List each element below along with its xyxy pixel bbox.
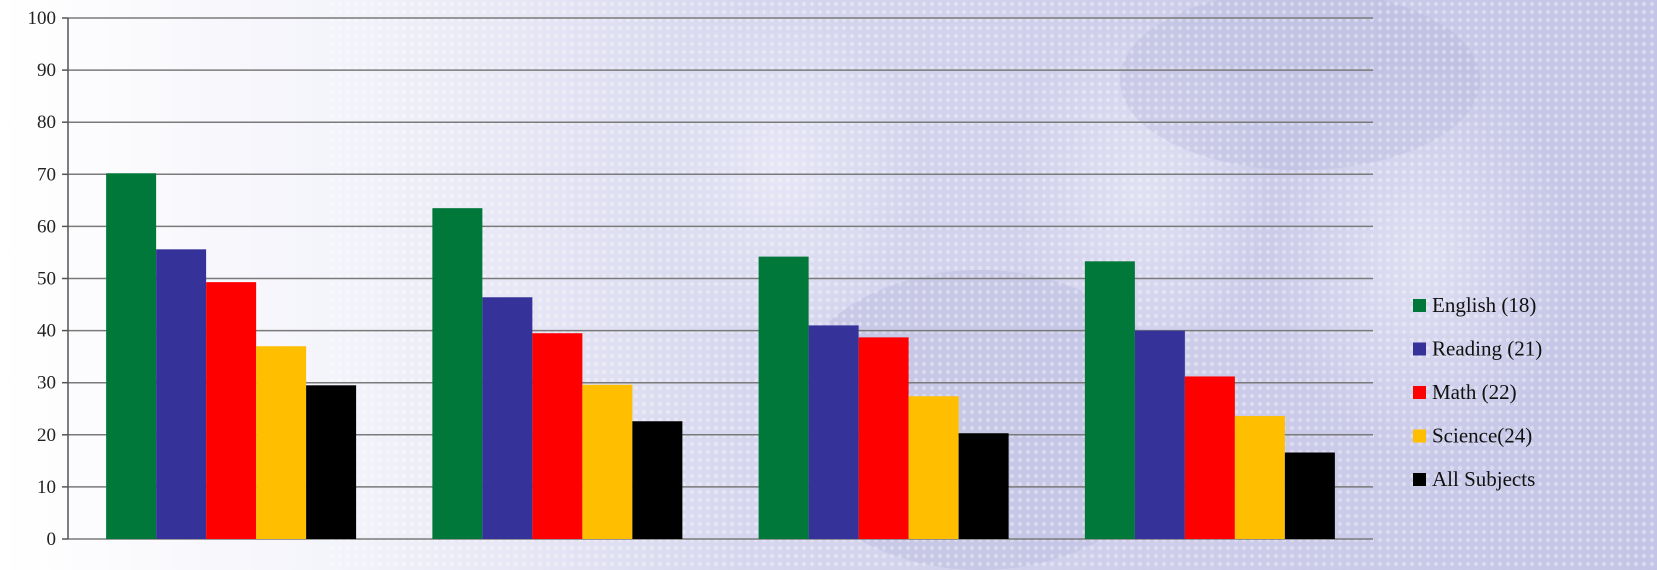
- bar-english-18-1: [106, 173, 157, 539]
- y-tick-label: 100: [28, 8, 57, 29]
- bar-all-subjects-2: [632, 421, 683, 539]
- y-tick-label: 0: [47, 529, 57, 550]
- bar-english-18-4: [1084, 261, 1135, 539]
- bar-reading-21-2: [482, 297, 533, 539]
- legend-label-science-24: Science(24): [1432, 424, 1532, 448]
- legend-swatch-reading-21: [1413, 342, 1426, 356]
- y-tick-label: 40: [37, 321, 56, 342]
- legend-label-english-18: English (18): [1432, 293, 1536, 317]
- bar-all-subjects-3: [958, 433, 1009, 539]
- legend-label-reading-21: Reading (21): [1432, 337, 1542, 361]
- y-tick-label: 50: [37, 269, 56, 290]
- bar-reading-21-4: [1134, 330, 1185, 539]
- y-tick-label: 10: [37, 477, 56, 498]
- y-tick-label: 70: [37, 164, 56, 185]
- legend-label-math-22: Math (22): [1432, 380, 1517, 404]
- bar-math-22-1: [206, 282, 257, 539]
- legend-swatch-all-subjects: [1413, 473, 1426, 486]
- bar-science-24-4: [1234, 416, 1285, 539]
- bar-math-22-4: [1184, 376, 1235, 539]
- bar-all-subjects-1: [306, 385, 357, 539]
- bar-english-18-3: [758, 256, 809, 539]
- y-tick-label: 60: [37, 216, 56, 237]
- legend: English (18) Reading (21) Math (22) Science…: [1413, 293, 1542, 491]
- bar-math-22-3: [858, 337, 909, 539]
- legend-swatch-english-18: [1413, 299, 1426, 312]
- bar-reading-21-3: [808, 325, 859, 539]
- y-axis-tick-labels: 0 10 20 30 40 50 60 70 80 90 100: [28, 8, 57, 550]
- legend-swatch-science-24: [1413, 429, 1426, 443]
- bar-all-subjects-4: [1284, 452, 1335, 539]
- y-tick-label: 30: [37, 373, 56, 394]
- bar-science-24-2: [582, 384, 633, 539]
- y-tick-label: 80: [37, 112, 56, 133]
- bar-english-18-2: [432, 208, 483, 540]
- bar-science-24-1: [256, 346, 307, 539]
- bar-science-24-3: [908, 396, 959, 539]
- bar-math-22-2: [532, 333, 583, 539]
- legend-swatch-math-22: [1413, 386, 1426, 399]
- legend-label-all-subjects: All Subjects: [1432, 467, 1535, 491]
- y-tick-label: 90: [37, 60, 56, 81]
- y-tick-label: 20: [37, 425, 56, 446]
- bars: [106, 173, 1335, 540]
- bar-reading-21-1: [156, 249, 207, 539]
